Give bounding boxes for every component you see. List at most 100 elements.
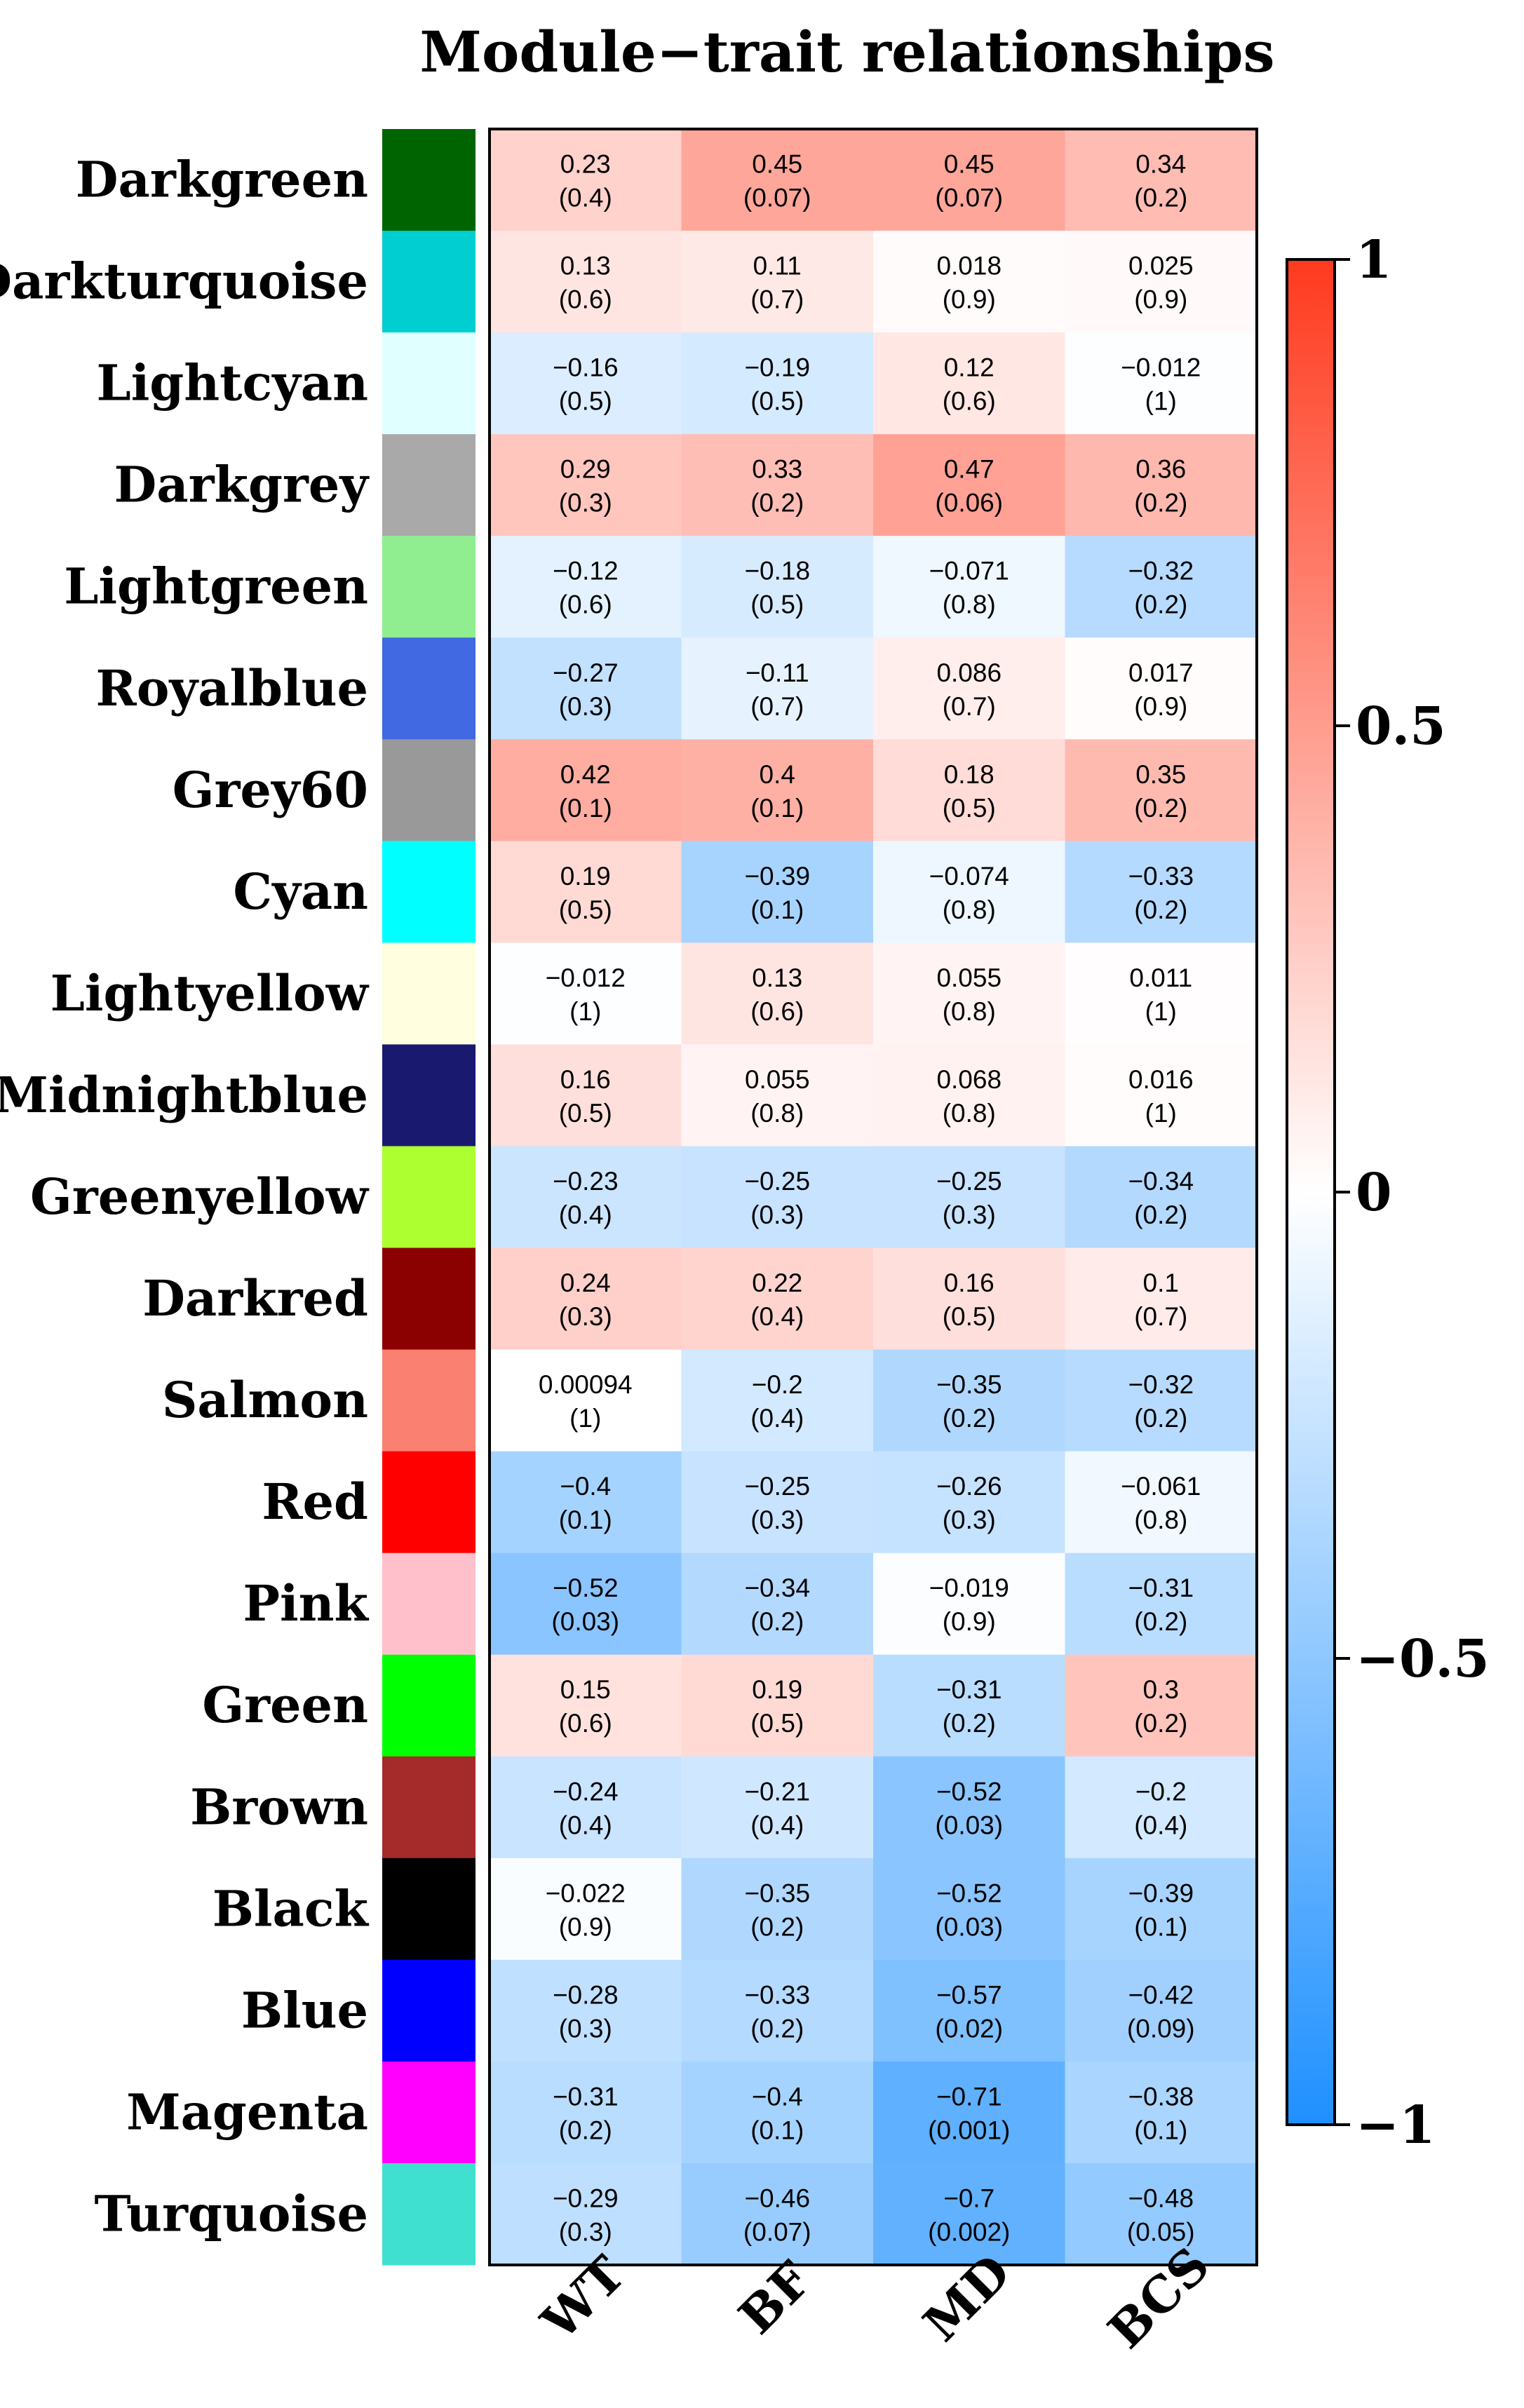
row-label-lightgreen: Lightgreen	[64, 557, 368, 616]
cell-fill	[873, 1959, 1066, 2062]
cell-pvalue-label: (0.8)	[750, 1099, 804, 1128]
cell-pvalue-label: (0.3)	[750, 1506, 804, 1534]
heatmap-cell: 0.4 (0.1)	[681, 739, 874, 841]
cell-pvalue-label: (0.06)	[935, 489, 1003, 518]
heatmap-cell: −0.48 (0.05)	[1065, 2163, 1257, 2266]
cell-pvalue-label: (0.5)	[559, 387, 612, 416]
heatmap-cells: 0.23(0.4)0.45(0.07)0.45(0.07)0.34(0.2)0.…	[490, 129, 1257, 2266]
heatmap-cell: 0.16 (0.5)	[490, 1044, 682, 1147]
cell-value-label: −0.2	[752, 1370, 803, 1399]
row-label-lightcyan: Lightcyan	[96, 354, 368, 412]
cell-value-label: −0.012	[546, 963, 626, 992]
cell-pvalue-label: (0.1)	[750, 2116, 804, 2144]
cell-pvalue-label: (0.2)	[750, 1912, 804, 1941]
cell-value-label: 0.025	[1128, 252, 1194, 280]
cell-fill	[1065, 129, 1257, 231]
cell-pvalue-label: (0.2)	[1134, 489, 1187, 518]
cell-fill	[681, 231, 874, 333]
cell-fill	[681, 1858, 874, 1961]
heatmap-cell: −0.4 (0.1)	[681, 2061, 874, 2164]
cell-fill	[1065, 231, 1257, 333]
heatmap-cell: 0.15 (0.6)	[490, 1654, 682, 1757]
cell-fill	[681, 1654, 874, 1757]
row-label-darkred: Darkred	[142, 1269, 368, 1327]
cell-value-label: 0.42	[560, 760, 611, 789]
cell-value-label: −0.25	[936, 1167, 1002, 1196]
cell-pvalue-label: (0.2)	[750, 2014, 804, 2043]
cell-pvalue-label: (0.2)	[559, 2116, 612, 2144]
cell-pvalue-label: (0.2)	[1134, 794, 1187, 823]
cell-fill	[873, 1553, 1066, 1656]
cell-value-label: 0.47	[944, 455, 994, 484]
swatch-darkgreen	[382, 129, 476, 231]
cell-fill	[681, 1247, 874, 1351]
heatmap-cell: −0.28 (0.3)	[490, 1959, 682, 2062]
heatmap-cell: 0.017 (0.9)	[1065, 637, 1257, 740]
cell-pvalue-label: (0.4)	[750, 1302, 804, 1331]
heatmap-cell: 0.18 (0.5)	[873, 739, 1066, 841]
heatmap-cell: −0.34 (0.2)	[1065, 1146, 1257, 1249]
cell-value-label: −0.061	[1121, 1472, 1201, 1501]
cell-fill	[873, 1146, 1066, 1249]
cell-fill	[681, 1959, 874, 2062]
row-label-midnightblue: Midnightblue	[0, 1066, 368, 1124]
heatmap-cell: −0.52 (0.03)	[873, 1858, 1066, 1961]
cell-fill	[490, 1959, 682, 2062]
cell-value-label: −0.4	[752, 2082, 803, 2111]
cell-fill	[681, 2163, 874, 2266]
cell-pvalue-label: (0.2)	[943, 1709, 996, 1738]
cell-pvalue-label: (0.03)	[935, 1912, 1003, 1941]
cell-pvalue-label: (0.4)	[1134, 1811, 1187, 1839]
cell-value-label: −0.7	[943, 2184, 994, 2212]
row-label-greenyellow: Greenyellow	[30, 1168, 370, 1226]
heatmap-cell: 0.016 (1)	[1065, 1044, 1257, 1147]
heatmap-cell: −0.022 (0.9)	[490, 1858, 682, 1961]
cell-value-label: −0.33	[744, 1980, 810, 2009]
cell-pvalue-label: (0.6)	[943, 387, 996, 416]
heatmap-cell: 0.018 (0.9)	[873, 231, 1066, 333]
cell-pvalue-label: (0.8)	[943, 997, 996, 1026]
cell-fill	[1065, 942, 1257, 1046]
heatmap-cell: −0.52 (0.03)	[873, 1756, 1066, 1859]
swatch-magenta	[382, 2061, 476, 2164]
swatch-royalblue	[382, 637, 476, 740]
cell-pvalue-label: (0.6)	[559, 1709, 612, 1738]
heatmap-cell: −0.4 (0.1)	[490, 1451, 682, 1554]
cell-fill	[681, 1756, 874, 1859]
cell-pvalue-label: (0.7)	[943, 692, 996, 721]
cell-value-label: −0.31	[1128, 1574, 1194, 1602]
row-label-turquoise: Turquoise	[94, 2184, 368, 2243]
cell-fill	[1065, 841, 1257, 943]
cell-value-label: 0.00094	[539, 1370, 633, 1399]
swatch-grey60	[382, 739, 476, 841]
cell-value-label: 0.086	[936, 658, 1002, 687]
cell-value-label: −0.35	[744, 1879, 810, 1907]
heatmap-cell: −0.2 (0.4)	[681, 1349, 874, 1452]
row-label-grey60: Grey60	[173, 761, 368, 819]
swatch-salmon	[382, 1349, 476, 1452]
cell-pvalue-label: (0.07)	[743, 2217, 811, 2246]
cell-value-label: −0.42	[1128, 1980, 1194, 2009]
cell-fill	[873, 434, 1066, 536]
heatmap-cell: −0.12 (0.6)	[490, 536, 682, 638]
cell-value-label: −0.23	[553, 1167, 619, 1196]
cell-fill	[873, 942, 1066, 1046]
cell-fill	[681, 739, 874, 841]
cell-value-label: 0.018	[936, 252, 1002, 280]
heatmap-cell: −0.19 (0.5)	[681, 332, 874, 435]
cell-fill	[873, 1451, 1066, 1554]
cell-fill	[873, 231, 1066, 333]
heatmap-cell: 0.22 (0.4)	[681, 1247, 874, 1351]
heatmap-cell: −0.019 (0.9)	[873, 1553, 1066, 1656]
cell-pvalue-label: (0.3)	[750, 1200, 804, 1229]
heatmap-cell: 0.13 (0.6)	[490, 231, 682, 333]
cell-value-label: −0.38	[1128, 2082, 1194, 2111]
cell-pvalue-label: (0.8)	[943, 590, 996, 619]
cell-fill	[873, 637, 1066, 740]
cell-value-label: −0.16	[553, 353, 619, 382]
cell-value-label: 0.13	[752, 963, 802, 992]
cell-pvalue-label: (1)	[1145, 997, 1177, 1026]
cell-fill	[873, 739, 1066, 841]
cell-pvalue-label: (0.4)	[750, 1811, 804, 1839]
cell-fill	[490, 637, 682, 740]
